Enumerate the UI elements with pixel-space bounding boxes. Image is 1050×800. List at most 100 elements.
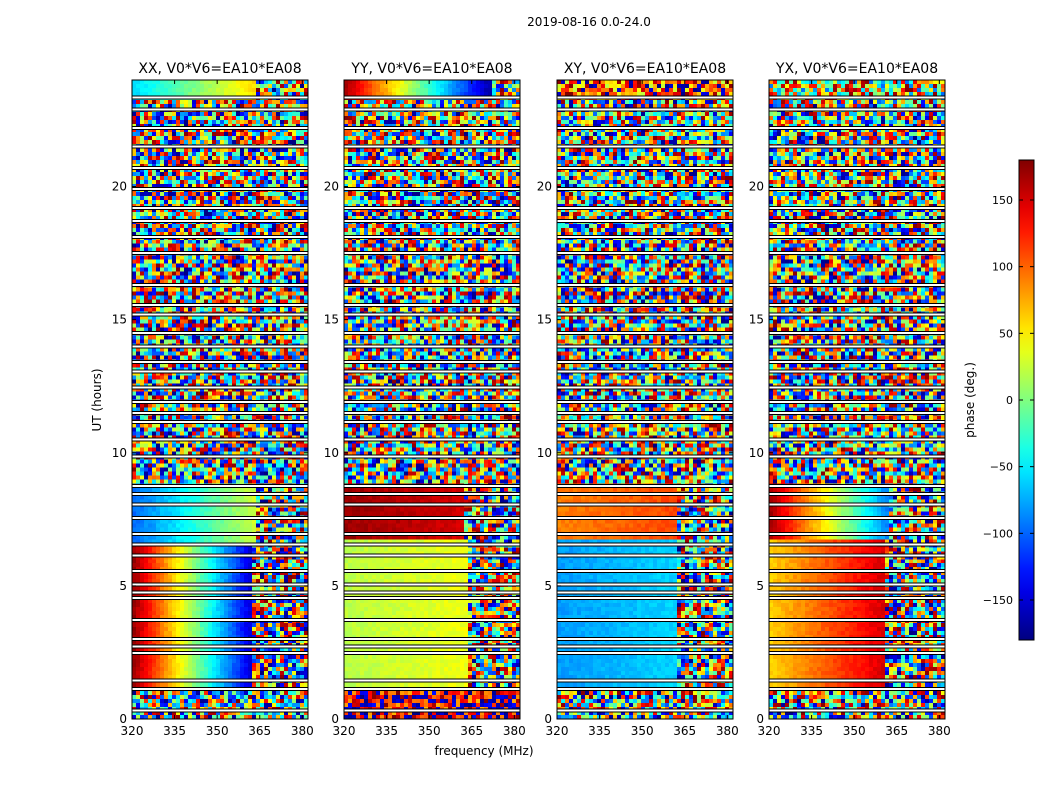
heatmap-cell <box>160 272 164 276</box>
heatmap-cell <box>220 479 224 483</box>
heatmap-cell <box>280 228 284 232</box>
heatmap-cell <box>280 244 284 248</box>
heatmap-cell <box>216 308 220 312</box>
heatmap-cell <box>172 463 176 467</box>
heatmap-cell <box>300 112 304 116</box>
heatmap-cell <box>288 467 292 471</box>
heatmap-cell <box>204 268 208 272</box>
heatmap-cell <box>288 511 292 515</box>
heatmap-cell <box>232 244 236 248</box>
heatmap-cell <box>240 463 244 467</box>
heatmap-cell <box>156 260 160 264</box>
heatmap-cell <box>228 308 232 312</box>
heatmap-cell <box>276 176 280 180</box>
heatmap-cell <box>156 160 160 164</box>
heatmap-cell <box>252 244 256 248</box>
heatmap-cell <box>156 443 160 447</box>
heatmap-cell <box>192 523 196 527</box>
heatmap-cell <box>196 156 200 160</box>
heatmap-cell <box>284 288 288 292</box>
heatmap-cell <box>296 392 300 396</box>
heatmap-cell <box>188 212 192 216</box>
heatmap-cell <box>136 523 140 527</box>
heatmap-cell <box>200 427 204 431</box>
heatmap-cell <box>264 224 268 228</box>
heatmap-cell <box>300 228 304 232</box>
heatmap-cell <box>156 415 160 419</box>
heatmap-cell <box>192 364 196 368</box>
heatmap-cell <box>212 320 216 324</box>
heatmap-cell <box>132 80 136 84</box>
heatmap-cell <box>276 240 280 244</box>
heatmap-cell <box>200 260 204 264</box>
heatmap-cell <box>144 324 148 328</box>
heatmap-cell <box>200 176 204 180</box>
heatmap-cell <box>280 172 284 176</box>
heatmap-cell <box>144 487 148 491</box>
heatmap-cell <box>192 140 196 144</box>
heatmap-cell <box>240 140 244 144</box>
heatmap-cell <box>216 288 220 292</box>
heatmap-cell <box>188 296 192 300</box>
heatmap-cell <box>280 447 284 451</box>
heatmap-cell <box>300 240 304 244</box>
heatmap-cell <box>188 116 192 120</box>
heatmap-cell <box>156 356 160 360</box>
heatmap-cell <box>248 356 252 360</box>
heatmap-cell <box>268 292 272 296</box>
heatmap-cell <box>180 268 184 272</box>
heatmap-cell <box>280 288 284 292</box>
heatmap-cell <box>240 288 244 292</box>
heatmap-cell <box>216 80 220 84</box>
heatmap-cell <box>164 527 168 531</box>
heatmap-cell <box>280 308 284 312</box>
heatmap-cell <box>200 88 204 92</box>
heatmap-cell <box>212 268 216 272</box>
heatmap-cell <box>252 527 256 531</box>
heatmap-cell <box>260 495 264 499</box>
heatmap-cell <box>260 479 264 483</box>
heatmap-cell <box>276 324 280 328</box>
heatmap-cell <box>252 507 256 511</box>
heatmap-cell <box>252 427 256 431</box>
heatmap-cell <box>208 296 212 300</box>
heatmap-cell <box>284 120 288 124</box>
heatmap-cell <box>192 272 196 276</box>
heatmap-cell <box>192 308 196 312</box>
heatmap-cell <box>228 427 232 431</box>
heatmap-cell <box>268 427 272 431</box>
heatmap-cell <box>208 200 212 204</box>
heatmap-cell <box>244 423 248 427</box>
heatmap-cell <box>288 276 292 280</box>
heatmap-cell <box>288 176 292 180</box>
heatmap-cell <box>220 240 224 244</box>
heatmap-cell <box>188 463 192 467</box>
heatmap-cell <box>192 495 196 499</box>
heatmap-cell <box>284 308 288 312</box>
heatmap-cell <box>248 392 252 396</box>
heatmap-cell <box>196 228 200 232</box>
heatmap-cell <box>272 471 276 475</box>
heatmap-cell <box>220 132 224 136</box>
heatmap-cell <box>212 112 216 116</box>
heatmap-cell <box>176 352 180 356</box>
heatmap-cell <box>176 132 180 136</box>
heatmap-cell <box>260 523 264 527</box>
heatmap-cell <box>156 112 160 116</box>
heatmap-cell <box>148 228 152 232</box>
heatmap-cell <box>248 112 252 116</box>
heatmap-cell <box>256 527 260 531</box>
heatmap-cell <box>156 467 160 471</box>
heatmap-cell <box>200 340 204 344</box>
heatmap-cell <box>188 467 192 471</box>
heatmap-cell <box>216 228 220 232</box>
heatmap-cell <box>236 475 240 479</box>
heatmap-cell <box>300 507 304 511</box>
heatmap-cell <box>136 479 140 483</box>
heatmap-cell <box>264 292 268 296</box>
heatmap-cell <box>144 272 148 276</box>
heatmap-cell <box>244 320 248 324</box>
heatmap-cell <box>220 443 224 447</box>
heatmap-cell <box>144 511 148 515</box>
heatmap-cell <box>160 196 164 200</box>
